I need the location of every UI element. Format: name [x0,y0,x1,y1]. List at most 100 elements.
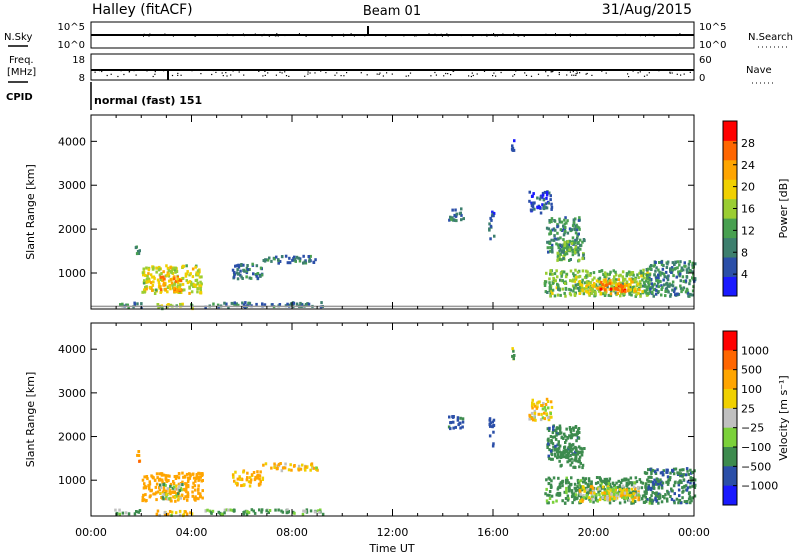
velocity-cell [634,493,637,497]
velocity-cell [648,497,652,500]
power-cell [572,241,575,245]
velocity-cell [561,499,564,503]
nave-dot [405,75,407,77]
velocity-cell [570,490,574,494]
velocity-cell [566,447,570,451]
nsearch-dot [164,33,166,35]
power-cell [564,275,568,279]
velocity-cell [592,488,595,492]
power-cell [678,263,681,267]
power-cell [570,242,574,245]
velocity-cell [664,493,667,497]
nsearch-dot [276,35,278,37]
velocity-cell [660,484,664,487]
velocity-cell [186,498,189,502]
velocity-cell [643,494,646,498]
velocity-cell [259,479,262,483]
power-cell [558,220,562,224]
nave-dot [412,69,415,71]
power-cell [166,266,170,270]
power-cell [553,234,556,238]
nsearch-dot [298,33,300,34]
power-cell [181,276,185,280]
power-cell [551,272,554,276]
velocity-cell [605,490,608,494]
velocity-cell [666,475,670,479]
nave-dot [386,72,388,74]
velocity-cell [179,486,183,490]
velocity-cell [660,480,663,484]
power-cell [191,267,195,271]
velocity-cell [569,463,572,467]
nsearch-dot [212,34,214,36]
velocity-cell [618,494,621,498]
power-cell [247,303,250,307]
power-cell [489,216,492,220]
power-cell [511,146,515,150]
power-cell [577,218,581,222]
power-cell [563,222,566,226]
velocity-cell [127,512,131,516]
velocity-cell [608,491,611,495]
power-cell [458,212,462,216]
power-cell [302,254,305,258]
power-cell [572,286,576,290]
velocity-cell [635,480,639,484]
power-cell [195,273,198,277]
velocity-cell [623,488,626,492]
velocity-cell [227,508,230,512]
velocity-patch [528,397,554,422]
power-cell [676,292,679,296]
velocity-cell [654,470,657,474]
power-cell [648,278,651,282]
power-cell [256,272,260,275]
velocity-cell [491,444,495,448]
power-cell [235,264,239,268]
power-cell [230,301,234,305]
velocity-cell [678,479,682,483]
power-cell [599,292,602,296]
velocity-cell [681,496,684,500]
velocity-cell [162,486,166,490]
power-patch [159,275,183,294]
power-cell [547,250,550,254]
power-cell [634,289,637,293]
velocity-cell [558,444,562,448]
velocity-patch [262,462,319,473]
velocity-cell [178,489,181,493]
velocity-cell [280,509,283,513]
power-cell [133,301,136,305]
power-cell [460,213,463,217]
velocity-cell [178,484,181,488]
power-patch [528,190,554,215]
velocity-cell [513,354,516,357]
power-cell [612,278,615,282]
power-cell [147,272,150,276]
power-cell [658,261,661,264]
power-cell [573,228,577,232]
power-cell [602,273,605,276]
power-cell [158,267,162,271]
velocity-patch [141,471,204,503]
velocity-cell [686,486,690,490]
power-cell [234,264,237,268]
power-cell [645,268,649,271]
power-cell [151,267,155,271]
power-cell [173,290,176,294]
power-cell [653,282,656,286]
velocity-cell [671,468,675,472]
velocity-cell [581,485,585,489]
power-cell [579,283,582,286]
velocity-cell [548,448,551,452]
velocity-cell [552,476,556,480]
power-cell [550,243,554,247]
velocity-cell [201,489,204,493]
velocity-cell [589,499,592,503]
nsearch-dot [305,36,307,37]
nave-dot [424,69,426,71]
power-cell [577,289,581,292]
velocity-cell [658,496,662,500]
power-cell [216,303,220,307]
power-cell [162,275,165,279]
nsearch-dot [512,34,514,36]
